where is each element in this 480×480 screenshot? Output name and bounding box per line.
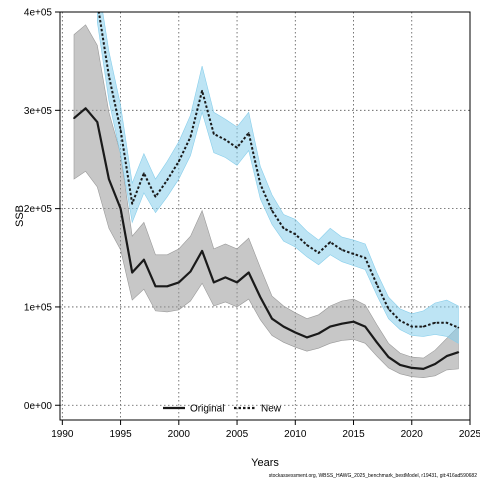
original-point xyxy=(329,325,332,328)
series-lines xyxy=(73,1,460,370)
original-point xyxy=(411,367,413,369)
new-point xyxy=(445,321,448,324)
new-band xyxy=(97,12,459,344)
new-point xyxy=(97,1,99,3)
y-tick-label: 4e+05 xyxy=(24,8,53,19)
x-tick-label: 2010 xyxy=(284,429,307,440)
original-point xyxy=(341,322,343,325)
x-tick-label: 2000 xyxy=(168,429,191,440)
new-point xyxy=(306,244,308,246)
new-point xyxy=(457,326,460,329)
y-tick-label: 0e+00 xyxy=(24,401,53,412)
new-point xyxy=(317,252,320,254)
new-point xyxy=(131,202,133,205)
new-point xyxy=(376,283,378,286)
original-point xyxy=(259,296,262,298)
original-point xyxy=(306,336,308,339)
y-tick-label: 2e+05 xyxy=(24,204,53,215)
original-point xyxy=(131,271,133,274)
x-tick-label: 1990 xyxy=(51,429,74,440)
x-tick-label: 2020 xyxy=(401,429,424,440)
original-point xyxy=(317,332,320,335)
original-point xyxy=(154,285,157,288)
new-point xyxy=(271,209,273,212)
original-point xyxy=(189,270,192,273)
legend-label-new: New xyxy=(261,404,282,415)
confidence-bands xyxy=(73,12,459,379)
new-point xyxy=(143,172,145,174)
new-point xyxy=(189,136,192,138)
new-point xyxy=(352,253,355,255)
footer-note: stockassessment.org, WBSS_HAWG_2025_benc… xyxy=(269,473,477,479)
original-point xyxy=(119,207,122,210)
original-point xyxy=(108,178,110,180)
new-point xyxy=(282,227,285,230)
new-point xyxy=(154,196,157,198)
new-point xyxy=(236,146,238,149)
original-point xyxy=(84,107,87,110)
original-line xyxy=(73,107,459,370)
original-point xyxy=(143,258,145,261)
new-point xyxy=(329,241,332,243)
original-point xyxy=(96,121,99,123)
new-point xyxy=(364,257,367,259)
x-tick-label: 2015 xyxy=(342,429,365,440)
new-point xyxy=(434,321,436,324)
new-point xyxy=(166,179,168,181)
original-point xyxy=(201,250,203,252)
y-axis-title: SSB xyxy=(14,205,26,227)
x-tick-label: 2025 xyxy=(459,429,480,440)
new-point xyxy=(119,129,122,131)
new-point xyxy=(294,233,297,235)
x-axis-title: Years xyxy=(251,457,279,469)
y-tick-label: 3e+05 xyxy=(24,106,53,117)
plot-frame xyxy=(59,11,471,421)
original-point xyxy=(387,356,390,358)
new-point xyxy=(399,319,401,322)
x-axis: 1990 1995 2000 2005 2010 2015 2020 2025 xyxy=(51,420,480,440)
original-point xyxy=(352,320,355,323)
y-axis: 0e+00 1e+05 2e+05 3e+05 4e+05 xyxy=(24,8,60,412)
original-point xyxy=(294,331,297,334)
new-point xyxy=(108,75,110,77)
original-point xyxy=(236,281,238,284)
new-point xyxy=(422,325,425,328)
new-point xyxy=(259,183,262,185)
original-point xyxy=(271,317,273,320)
original-point xyxy=(282,325,285,328)
new-point xyxy=(387,308,390,310)
new-point xyxy=(411,325,413,328)
original-point xyxy=(422,368,425,370)
original-point xyxy=(434,363,436,365)
original-point xyxy=(178,281,180,284)
original-point xyxy=(376,341,378,344)
original-point xyxy=(213,281,215,284)
legend: Original New xyxy=(163,404,282,415)
original-point xyxy=(364,325,367,328)
new-point xyxy=(224,139,227,141)
new-point xyxy=(178,160,180,163)
legend-label-original: Original xyxy=(190,404,224,415)
x-tick-label: 1995 xyxy=(109,429,132,440)
original-point xyxy=(73,117,75,119)
original-point xyxy=(247,271,250,274)
new-line xyxy=(97,12,459,329)
original-point xyxy=(445,355,448,357)
new-point xyxy=(247,132,250,134)
new-point xyxy=(213,133,215,135)
new-point xyxy=(341,249,343,251)
original-band xyxy=(73,24,459,379)
y-tick-label: 1e+05 xyxy=(24,302,53,313)
original-point xyxy=(399,364,401,366)
original-point xyxy=(166,285,168,288)
new-point xyxy=(201,89,203,92)
original-point xyxy=(224,276,227,279)
x-tick-label: 2005 xyxy=(226,429,249,440)
original-point xyxy=(457,351,460,354)
